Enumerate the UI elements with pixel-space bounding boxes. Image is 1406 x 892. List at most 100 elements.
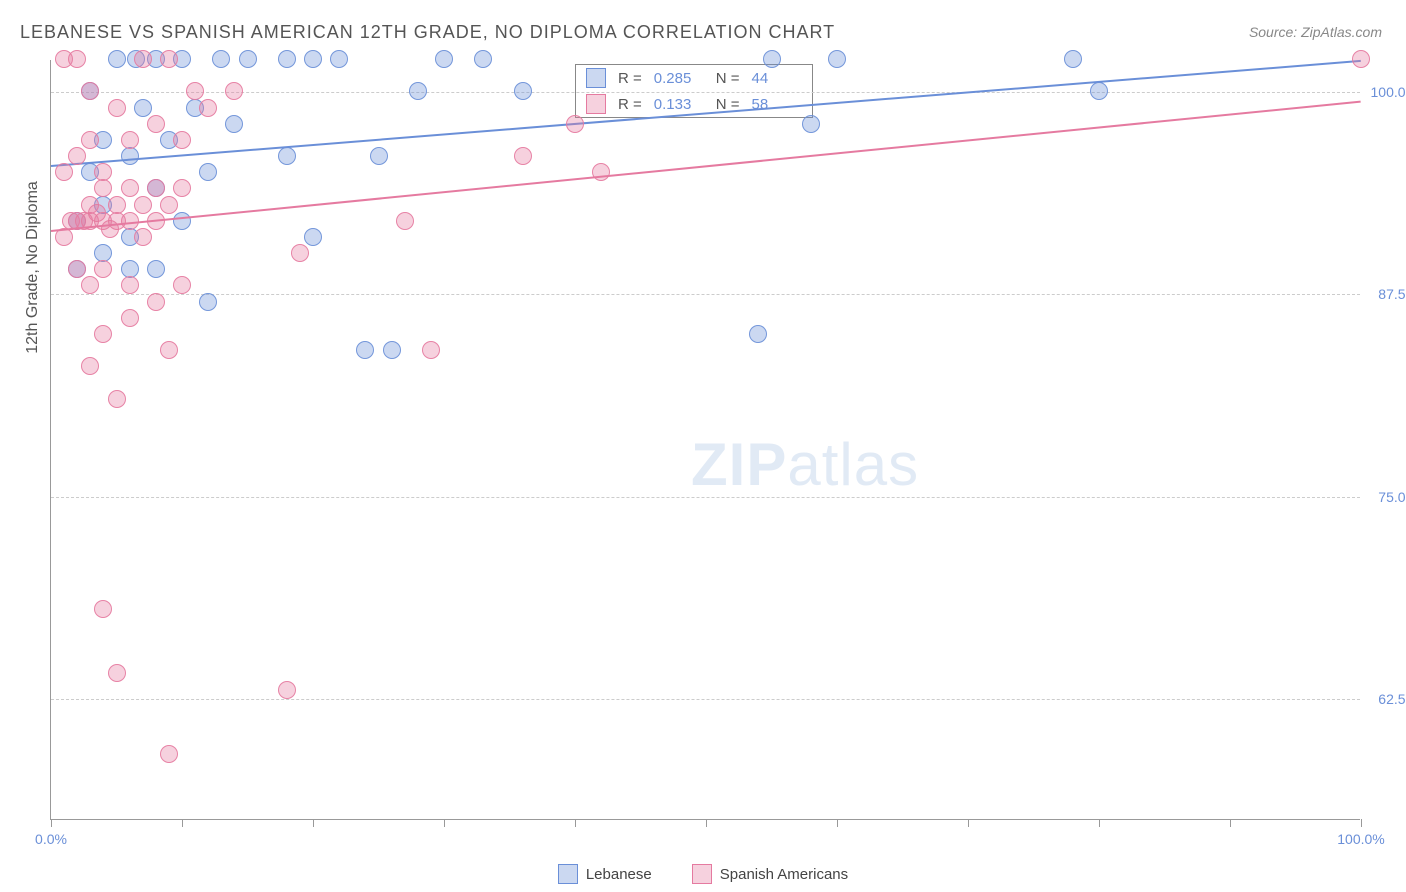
data-point (173, 131, 191, 149)
legend-label-spanish: Spanish Americans (720, 866, 848, 883)
x-tick (1230, 819, 1231, 827)
legend-item-spanish: Spanish Americans (692, 864, 848, 884)
data-point (212, 50, 230, 68)
data-point (422, 341, 440, 359)
watermark-bold: ZIP (691, 431, 787, 498)
data-point (121, 147, 139, 165)
data-point (278, 681, 296, 699)
data-point (356, 341, 374, 359)
data-point (81, 276, 99, 294)
r-value-spanish: 0.133 (654, 96, 704, 113)
data-point (383, 341, 401, 359)
y-tick-label: 75.0% (1378, 489, 1406, 505)
watermark: ZIPatlas (691, 430, 919, 499)
x-tick-label: 0.0% (35, 831, 67, 847)
data-point (828, 50, 846, 68)
data-point (239, 50, 257, 68)
bottom-legend: Lebanese Spanish Americans (0, 864, 1406, 884)
data-point (108, 196, 126, 214)
data-point (160, 196, 178, 214)
data-point (134, 228, 152, 246)
data-point (55, 163, 73, 181)
data-point (94, 325, 112, 343)
data-point (514, 82, 532, 100)
data-point (409, 82, 427, 100)
data-point (330, 50, 348, 68)
data-point (121, 276, 139, 294)
data-point (278, 50, 296, 68)
data-point (160, 50, 178, 68)
data-point (566, 115, 584, 133)
source-label: Source: ZipAtlas.com (1249, 24, 1382, 40)
data-point (1064, 50, 1082, 68)
data-point (199, 293, 217, 311)
data-point (108, 50, 126, 68)
stats-legend: R = 0.285 N = 44 R = 0.133 N = 58 (575, 64, 813, 118)
data-point (304, 50, 322, 68)
swatch-lebanese (558, 864, 578, 884)
data-point (68, 147, 86, 165)
data-point (199, 163, 217, 181)
data-point (134, 50, 152, 68)
data-point (225, 115, 243, 133)
data-point (173, 179, 191, 197)
data-point (134, 99, 152, 117)
x-tick (575, 819, 576, 827)
data-point (278, 147, 296, 165)
data-point (81, 357, 99, 375)
data-point (474, 50, 492, 68)
data-point (225, 82, 243, 100)
data-point (186, 82, 204, 100)
data-point (147, 260, 165, 278)
data-point (147, 179, 165, 197)
r-value-lebanese: 0.285 (654, 70, 704, 87)
x-tick (706, 819, 707, 827)
data-point (81, 196, 99, 214)
data-point (81, 82, 99, 100)
data-point (1352, 50, 1370, 68)
data-point (291, 244, 309, 262)
legend-item-lebanese: Lebanese (558, 864, 652, 884)
data-point (147, 293, 165, 311)
n-label: N = (716, 70, 740, 87)
data-point (592, 163, 610, 181)
data-point (749, 325, 767, 343)
y-tick-label: 87.5% (1378, 286, 1406, 302)
data-point (160, 745, 178, 763)
data-point (802, 115, 820, 133)
data-point (199, 99, 217, 117)
data-point (396, 212, 414, 230)
data-point (173, 276, 191, 294)
data-point (108, 664, 126, 682)
data-point (173, 212, 191, 230)
data-point (94, 260, 112, 278)
data-point (108, 390, 126, 408)
x-tick (1099, 819, 1100, 827)
x-tick (51, 819, 52, 827)
data-point (81, 131, 99, 149)
y-tick-label: 62.5% (1378, 691, 1406, 707)
data-point (370, 147, 388, 165)
swatch-spanish (586, 94, 606, 114)
data-point (121, 309, 139, 327)
r-label: R = (618, 70, 642, 87)
data-point (134, 196, 152, 214)
data-point (94, 179, 112, 197)
chart-title: LEBANESE VS SPANISH AMERICAN 12TH GRADE,… (20, 22, 835, 43)
x-tick (444, 819, 445, 827)
y-axis-title: 12th Grade, No Diploma (24, 181, 42, 354)
plot-area: R = 0.285 N = 44 R = 0.133 N = 58 ZIPatl… (50, 60, 1360, 820)
legend-label-lebanese: Lebanese (586, 866, 652, 883)
data-point (68, 260, 86, 278)
data-point (763, 50, 781, 68)
stats-row-lebanese: R = 0.285 N = 44 (576, 65, 812, 91)
data-point (108, 99, 126, 117)
data-point (304, 228, 322, 246)
data-point (94, 600, 112, 618)
gridline (51, 294, 1360, 295)
data-point (68, 50, 86, 68)
data-point (121, 179, 139, 197)
trendline (51, 100, 1361, 231)
chart-container: LEBANESE VS SPANISH AMERICAN 12TH GRADE,… (0, 0, 1406, 892)
x-tick (968, 819, 969, 827)
